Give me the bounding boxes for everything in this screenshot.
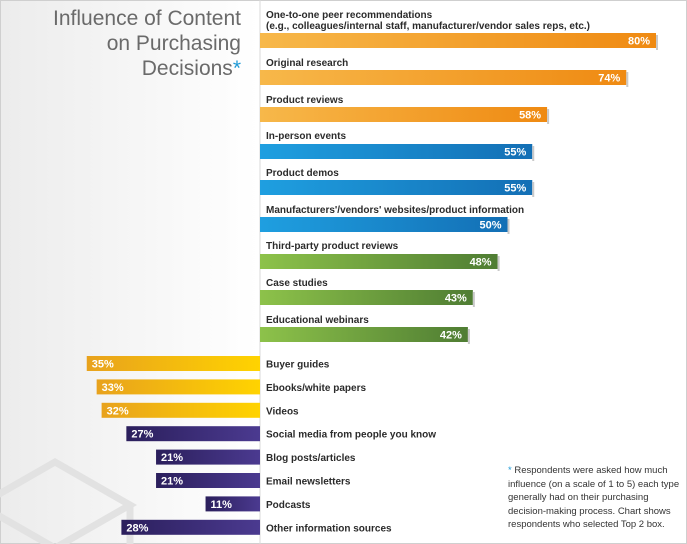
bar: [260, 33, 656, 48]
bar-shadow: [472, 292, 475, 307]
category-label: Educational webinars: [266, 315, 369, 326]
value-label: 21%: [161, 476, 183, 488]
category-label: Original research: [266, 58, 348, 69]
title-line-2: on Purchasing: [106, 32, 241, 55]
bar: [86, 356, 260, 371]
value-label: 42%: [440, 330, 462, 342]
category-label: One-to-one peer recommendations: [266, 10, 433, 21]
value-label: 48%: [470, 257, 492, 269]
value-label: 43%: [445, 293, 467, 305]
category-label: Videos: [266, 406, 299, 417]
value-label: 35%: [92, 359, 114, 371]
bar-shadow: [626, 72, 629, 87]
category-label: Third-party product reviews: [266, 241, 399, 252]
bar-shadow: [532, 182, 535, 197]
bar: [205, 496, 260, 512]
bar: [260, 70, 627, 85]
cube-decoration: [0, 457, 138, 544]
category-label: Ebooks/white papers: [266, 383, 366, 394]
value-label: 55%: [504, 147, 526, 159]
category-label: Product reviews: [266, 95, 344, 106]
bar: [260, 107, 548, 122]
bar: [126, 426, 260, 442]
value-label: 11%: [211, 499, 233, 511]
bar: [101, 402, 260, 418]
value-label: 28%: [126, 522, 148, 534]
category-label: Other information sources: [266, 523, 392, 534]
category-label: (e.g., colleagues/internal staff, manufa…: [266, 21, 590, 32]
value-label: 32%: [107, 405, 129, 417]
category-label: In-person events: [266, 131, 346, 142]
category-label: Email newsletters: [266, 477, 351, 488]
bar-shadow: [467, 329, 470, 344]
category-label: Podcasts: [266, 500, 311, 511]
bar: [260, 144, 533, 159]
title-asterisk: *: [232, 57, 241, 80]
value-label: 27%: [131, 429, 153, 441]
bar-shadow: [532, 146, 535, 161]
category-label: Blog posts/articles: [266, 453, 356, 464]
category-label: Manufacturers'/vendors' websites/product…: [266, 205, 524, 216]
bar: [260, 254, 498, 269]
bar: [260, 327, 468, 342]
bar-shadow: [497, 256, 500, 271]
bars-group: One-to-one peer recommendations(e.g., co…: [86, 10, 658, 535]
value-label: 33%: [102, 382, 124, 394]
category-label: Product demos: [266, 168, 339, 179]
bar: [121, 519, 261, 535]
title-line-3-text: Decisions: [141, 57, 233, 80]
value-label: 74%: [598, 73, 620, 85]
value-label: 21%: [161, 452, 183, 464]
bar-shadow: [547, 109, 550, 124]
footnote: * Respondents were asked how much influe…: [508, 464, 680, 532]
bar: [156, 449, 260, 465]
category-label: Social media from people you know: [266, 430, 436, 441]
bar: [96, 379, 261, 395]
bar: [156, 473, 260, 488]
footnote-text: Respondents were asked how much influenc…: [508, 465, 680, 530]
title-line-1: Influence of Content: [53, 7, 241, 30]
value-label: 58%: [519, 110, 541, 122]
bar: [260, 290, 473, 305]
title-line-3: Decisions*: [1, 56, 241, 81]
category-label: Buyer guides: [266, 360, 330, 371]
chart-title: Influence of Content on Purchasing Decis…: [1, 6, 241, 81]
value-label: 55%: [504, 183, 526, 195]
bar-shadow: [656, 35, 658, 50]
bar: [260, 217, 508, 232]
value-label: 80%: [628, 36, 650, 48]
bar: [260, 180, 533, 195]
value-label: 50%: [479, 220, 501, 232]
bar-shadow: [507, 219, 510, 234]
footnote-asterisk: *: [508, 465, 512, 476]
category-label: Case studies: [266, 278, 328, 289]
